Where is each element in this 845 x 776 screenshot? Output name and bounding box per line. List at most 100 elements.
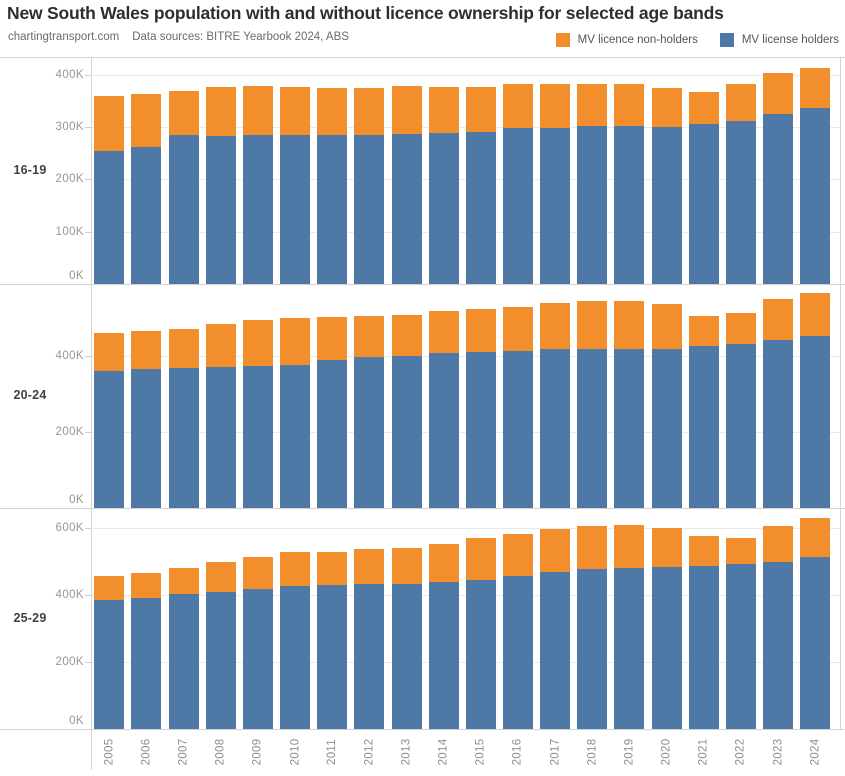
- bar-16-19-2012-non-holders[interactable]: [354, 88, 385, 135]
- bar-16-19-2018-holders[interactable]: [577, 126, 608, 284]
- bar-16-19-2017-non-holders[interactable]: [540, 84, 571, 128]
- bar-25-29-2012-non-holders[interactable]: [354, 549, 385, 584]
- bar-16-19-2010-holders[interactable]: [280, 135, 311, 284]
- bar-16-19-2007-holders[interactable]: [168, 135, 199, 284]
- bar-20-24-2019-holders[interactable]: [614, 349, 645, 508]
- bar-20-24-2011-non-holders[interactable]: [317, 317, 348, 360]
- bar-20-24-2010-holders[interactable]: [280, 365, 311, 508]
- bar-16-19-2007-non-holders[interactable]: [168, 91, 199, 135]
- bar-16-19-2006-non-holders[interactable]: [131, 94, 162, 147]
- bar-16-19-2016-holders[interactable]: [502, 128, 533, 284]
- bar-25-29-2009-non-holders[interactable]: [242, 557, 273, 589]
- bar-25-29-2005-holders[interactable]: [94, 600, 125, 729]
- bar-16-19-2009-holders[interactable]: [242, 135, 273, 284]
- bar-16-19-2023-holders[interactable]: [763, 114, 793, 284]
- bar-25-29-2014-non-holders[interactable]: [428, 544, 459, 582]
- bar-25-29-2005-non-holders[interactable]: [94, 576, 125, 600]
- bar-20-24-2020-non-holders[interactable]: [651, 304, 682, 349]
- bar-25-29-2021-non-holders[interactable]: [688, 536, 719, 566]
- bar-20-24-2015-non-holders[interactable]: [465, 309, 496, 352]
- bar-25-29-2010-non-holders[interactable]: [280, 552, 311, 586]
- bar-16-19-2022-non-holders[interactable]: [725, 84, 756, 121]
- bar-16-19-2008-non-holders[interactable]: [205, 87, 236, 136]
- bar-20-24-2013-non-holders[interactable]: [391, 315, 422, 356]
- bar-20-24-2014-holders[interactable]: [428, 353, 459, 508]
- bar-20-24-2008-non-holders[interactable]: [205, 324, 236, 367]
- bar-16-19-2008-holders[interactable]: [205, 136, 236, 284]
- bar-20-24-2007-non-holders[interactable]: [168, 329, 199, 368]
- bar-25-29-2024-holders[interactable]: [800, 557, 831, 729]
- bar-16-19-2017-holders[interactable]: [540, 128, 571, 284]
- bar-25-29-2009-holders[interactable]: [242, 589, 273, 729]
- bar-16-19-2011-non-holders[interactable]: [317, 88, 348, 135]
- bar-25-29-2007-non-holders[interactable]: [168, 568, 199, 594]
- bar-25-29-2023-holders[interactable]: [763, 562, 793, 729]
- bar-25-29-2020-holders[interactable]: [651, 567, 682, 729]
- bar-25-29-2013-non-holders[interactable]: [391, 548, 422, 584]
- bar-16-19-2018-non-holders[interactable]: [577, 84, 608, 126]
- bar-16-19-2011-holders[interactable]: [317, 135, 348, 284]
- bar-16-19-2019-holders[interactable]: [614, 126, 645, 284]
- bar-20-24-2012-holders[interactable]: [354, 357, 385, 508]
- bar-20-24-2021-holders[interactable]: [688, 346, 719, 508]
- legend-item-non-holders[interactable]: MV licence non-holders: [555, 33, 698, 47]
- bar-25-29-2013-holders[interactable]: [391, 584, 422, 729]
- bar-20-24-2009-holders[interactable]: [242, 366, 273, 508]
- bar-16-19-2024-holders[interactable]: [800, 108, 831, 284]
- bar-25-29-2011-non-holders[interactable]: [317, 552, 348, 585]
- bar-20-24-2018-holders[interactable]: [577, 349, 608, 508]
- bar-20-24-2018-non-holders[interactable]: [577, 301, 608, 349]
- bar-16-19-2022-holders[interactable]: [725, 121, 756, 284]
- bar-20-24-2016-holders[interactable]: [502, 351, 533, 508]
- bar-25-29-2019-non-holders[interactable]: [614, 525, 645, 568]
- bar-16-19-2009-non-holders[interactable]: [242, 86, 273, 135]
- bar-25-29-2006-non-holders[interactable]: [131, 573, 162, 598]
- bar-16-19-2005-non-holders[interactable]: [94, 96, 125, 151]
- bar-16-19-2015-non-holders[interactable]: [465, 87, 496, 132]
- bar-20-24-2019-non-holders[interactable]: [614, 301, 645, 349]
- bar-25-29-2007-holders[interactable]: [168, 594, 199, 729]
- bar-25-29-2016-holders[interactable]: [502, 576, 533, 729]
- bar-25-29-2018-non-holders[interactable]: [577, 526, 608, 569]
- bar-20-24-2023-non-holders[interactable]: [763, 299, 793, 340]
- bar-25-29-2019-holders[interactable]: [614, 568, 645, 729]
- bar-20-24-2007-holders[interactable]: [168, 368, 199, 508]
- bar-20-24-2015-holders[interactable]: [465, 352, 496, 508]
- bar-16-19-2021-holders[interactable]: [688, 124, 719, 284]
- bar-25-29-2012-holders[interactable]: [354, 584, 385, 729]
- bar-25-29-2017-holders[interactable]: [540, 572, 571, 729]
- bar-20-24-2010-non-holders[interactable]: [280, 318, 311, 365]
- bar-16-19-2014-non-holders[interactable]: [428, 87, 459, 133]
- bar-25-29-2008-non-holders[interactable]: [205, 562, 236, 592]
- bar-25-29-2020-non-holders[interactable]: [651, 528, 682, 567]
- bar-20-24-2016-non-holders[interactable]: [502, 307, 533, 351]
- bar-25-29-2010-holders[interactable]: [280, 586, 311, 729]
- bar-25-29-2021-holders[interactable]: [688, 566, 719, 729]
- bar-20-24-2017-non-holders[interactable]: [540, 303, 571, 349]
- bar-20-24-2006-non-holders[interactable]: [131, 331, 162, 369]
- bar-16-19-2010-non-holders[interactable]: [280, 87, 311, 135]
- legend-item-holders[interactable]: MV license holders: [719, 33, 839, 47]
- bar-16-19-2006-holders[interactable]: [131, 147, 162, 284]
- bar-20-24-2008-holders[interactable]: [205, 367, 236, 508]
- bar-20-24-2022-non-holders[interactable]: [725, 313, 756, 344]
- bar-25-29-2022-holders[interactable]: [725, 564, 756, 729]
- bar-16-19-2021-non-holders[interactable]: [688, 92, 719, 124]
- bar-20-24-2012-non-holders[interactable]: [354, 316, 385, 357]
- bar-16-19-2024-non-holders[interactable]: [800, 68, 831, 108]
- bar-16-19-2023-non-holders[interactable]: [763, 73, 793, 114]
- bar-16-19-2019-non-holders[interactable]: [614, 84, 645, 126]
- bar-25-29-2006-holders[interactable]: [131, 598, 162, 729]
- bar-25-29-2023-non-holders[interactable]: [763, 526, 793, 562]
- bar-20-24-2024-non-holders[interactable]: [800, 293, 831, 336]
- bar-16-19-2013-non-holders[interactable]: [391, 86, 422, 134]
- bar-20-24-2024-holders[interactable]: [800, 336, 831, 508]
- bar-20-24-2023-holders[interactable]: [763, 340, 793, 508]
- bar-25-29-2015-non-holders[interactable]: [465, 538, 496, 580]
- bar-25-29-2015-holders[interactable]: [465, 580, 496, 729]
- bar-20-24-2009-non-holders[interactable]: [242, 320, 273, 366]
- bar-25-29-2016-non-holders[interactable]: [502, 534, 533, 576]
- bar-20-24-2020-holders[interactable]: [651, 349, 682, 508]
- bar-20-24-2013-holders[interactable]: [391, 356, 422, 508]
- bar-16-19-2015-holders[interactable]: [465, 132, 496, 284]
